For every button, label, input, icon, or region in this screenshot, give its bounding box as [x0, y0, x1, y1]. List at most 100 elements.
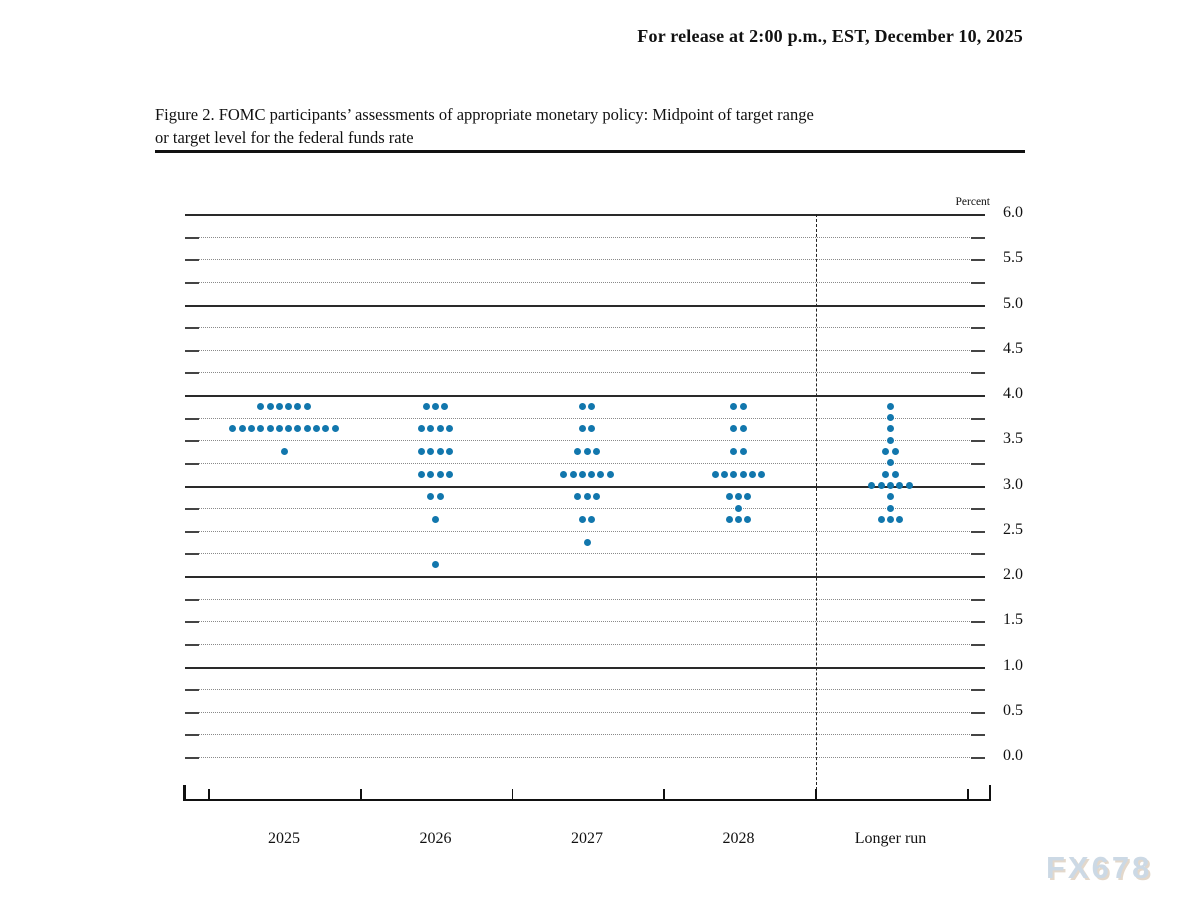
gridline-dotted-0.50 [198, 711, 972, 713]
projection-dot-2025-3.875 [275, 402, 283, 410]
gridline-tick-stub [971, 757, 985, 759]
gridline-tick-stub [971, 643, 985, 646]
axis-boundary-tick [663, 789, 665, 801]
projection-dot-2025-3.625 [294, 425, 302, 433]
projection-dot-2028-3.375 [730, 448, 738, 456]
projection-dot-2026-3.875 [422, 402, 430, 410]
projection-dot-2028-3.875 [739, 402, 747, 410]
gridline-tick-stub [185, 372, 199, 375]
figure-title: Figure 2. FOMC participants’ assessments… [155, 104, 1045, 150]
gridline-tick-stub [185, 281, 199, 284]
projection-dot-2026-2.125 [432, 561, 439, 569]
projection-dot-2027-3.375 [583, 448, 591, 456]
projection-dot-2025-3.625 [238, 425, 246, 433]
y-tick-label-1.0: 1.0 [1003, 656, 1023, 674]
title-rule [155, 150, 1025, 153]
axis-boundary-tick [208, 789, 210, 801]
projection-dot-2027-3.125 [597, 470, 605, 478]
projection-dot-2028-2.625 [735, 515, 742, 523]
y-tick-label-6.0: 6.0 [1003, 204, 1023, 221]
projection-dot-2026-3.875 [441, 402, 449, 410]
projection-dot-2026-3.625 [427, 425, 435, 433]
projection-dot-longer-run-3.625 [887, 425, 894, 433]
gridline-dotted-5.25 [198, 281, 972, 283]
gridline-tick-stub [971, 711, 985, 714]
projection-dot-2027-3.375 [574, 448, 582, 456]
x-axis-label-2027: 2027 [571, 830, 603, 847]
gridline-tick-stub [185, 711, 199, 714]
y-tick-label-0.0: 0.0 [1003, 747, 1023, 764]
gridline-tick-stub [185, 417, 199, 420]
gridline-tick-stub [185, 643, 199, 646]
gridline-tick-stub [185, 462, 199, 465]
gridline-tick-stub [971, 417, 985, 420]
gridline-tick-stub [185, 440, 199, 443]
projection-dot-longer-run-2.625 [877, 515, 885, 523]
x-axis-label-2025: 2025 [268, 830, 300, 847]
gridline-tick-stub [185, 327, 199, 330]
gridline-dotted-4.25 [198, 372, 972, 374]
projection-dot-2026-3.375 [436, 448, 444, 456]
x-axis-label-2026: 2026 [419, 830, 452, 847]
plot-area [185, 214, 985, 759]
projection-dot-2025-3.625 [313, 425, 321, 433]
gridline-dotted-3.75 [198, 417, 972, 419]
gridline-solid-5.00 [185, 304, 985, 307]
projection-dot-2025-3.625 [303, 425, 311, 433]
y-tick-label-3.0: 3.0 [1003, 475, 1023, 493]
gridline-dotted-1.25 [198, 643, 972, 645]
projection-dot-2026-3.375 [418, 448, 426, 456]
gridline-tick-stub [185, 621, 199, 624]
projection-dot-2028-2.875 [744, 493, 752, 501]
projection-dot-2025-3.875 [257, 402, 265, 410]
gridline-dotted-4.75 [198, 327, 972, 329]
y-tick-label-0.5: 0.5 [1003, 701, 1023, 719]
projection-dot-2026-3.125 [427, 470, 435, 478]
projection-dot-2027-2.875 [583, 493, 591, 501]
projection-dot-longer-run-3.75 [887, 414, 894, 422]
gridline-tick-stub [185, 757, 199, 759]
projection-dot-longer-run-2.625 [896, 515, 904, 523]
projection-dot-2028-2.75 [735, 504, 742, 512]
longer-run-separator-line [816, 214, 817, 800]
projection-dot-longer-run-2.625 [887, 515, 894, 523]
axis-boundary-tick [815, 789, 817, 801]
projection-dot-2025-3.875 [303, 402, 311, 410]
projection-dot-longer-run-2.875 [887, 493, 894, 501]
projection-dot-2027-3.625 [588, 425, 596, 433]
y-tick-label-2.5: 2.5 [1003, 520, 1023, 538]
projection-dot-2028-3.125 [748, 470, 756, 478]
projection-dot-2025-3.625 [247, 425, 255, 433]
projection-dot-2025-3.625 [229, 425, 237, 433]
projection-dot-2027-2.375 [583, 538, 591, 546]
gridline-solid-4.00 [185, 395, 985, 397]
gridline-dotted-2.75 [198, 508, 972, 510]
gridline-tick-stub [185, 598, 199, 601]
gridline-tick-stub [185, 734, 199, 737]
projection-dot-2028-3.125 [739, 470, 747, 478]
gridline-tick-stub [971, 236, 985, 239]
projection-dot-2026-3.375 [427, 448, 435, 456]
projection-dot-longer-run-3 [868, 482, 876, 489]
projection-dot-longer-run-3 [896, 482, 904, 489]
projection-dot-2025-3.625 [322, 425, 330, 433]
projection-dot-2027-2.625 [588, 515, 596, 523]
projection-dot-longer-run-3.125 [882, 470, 890, 478]
figure-title-line2: or target level for the federal funds ra… [155, 127, 414, 147]
projection-dot-2026-3.125 [418, 470, 426, 478]
y-tick-label-5.5: 5.5 [1003, 249, 1023, 267]
projection-dot-2028-3.125 [730, 470, 738, 478]
gridline-tick-stub [971, 372, 985, 375]
gridline-dotted-5.50 [198, 259, 972, 261]
gridline-tick-stub [185, 689, 199, 692]
projection-dot-2026-3.625 [436, 425, 444, 433]
gridline-tick-stub [971, 553, 985, 556]
gridline-tick-stub [971, 349, 985, 352]
gridline-solid-6.00 [185, 214, 985, 216]
gridline-tick-stub [971, 621, 985, 624]
gridline-dotted-0.75 [198, 689, 972, 691]
x-axis-label-2028: 2028 [722, 830, 755, 847]
y-tick-label-3.5: 3.5 [1003, 430, 1023, 448]
